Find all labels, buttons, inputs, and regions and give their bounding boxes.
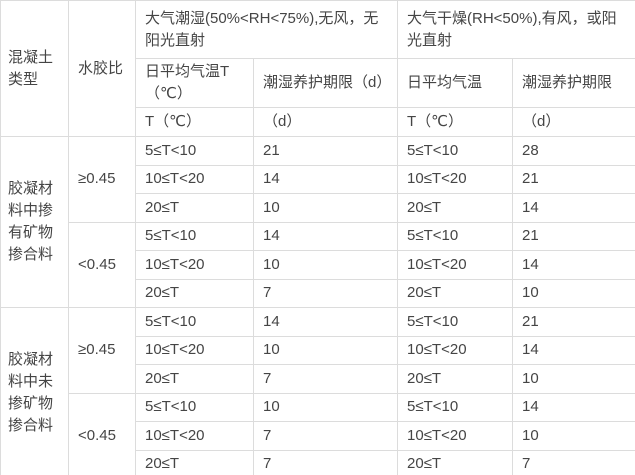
dry-days-cell: 14 xyxy=(512,392,635,422)
table-row: 胶凝材料中掺有矿物掺合料 ≥0.45 5≤T<10 21 5≤T<10 28 xyxy=(0,136,635,308)
dry-days-cell: 10 xyxy=(512,364,635,394)
dry-days-cell: 21 xyxy=(512,164,635,194)
header-row-conditions: 混凝土类型 水胶比 大气潮湿(50%<RH<75%),无风，无阳光直射 大气干燥… xyxy=(0,0,635,137)
temp-range-cell: 5≤T<10 xyxy=(135,392,254,422)
humid-days-cell: 21 xyxy=(252,136,399,166)
table-row: 10≤T<20 7 10≤T<20 10 xyxy=(1,421,635,451)
dry-days-cell: 21 xyxy=(512,221,635,251)
header-concrete-type: 混凝土类型 xyxy=(0,0,69,137)
humid-days-cell: 7 xyxy=(252,449,399,475)
humid-days-cell: 10 xyxy=(252,335,399,365)
dry-temp-range-cell: 5≤T<10 xyxy=(397,307,514,337)
humid-days-cell: 10 xyxy=(252,250,399,280)
dry-temp-range-cell: 5≤T<10 xyxy=(397,221,514,251)
temp-range-cell: 10≤T<20 xyxy=(135,164,254,194)
humid-days-cell: 7 xyxy=(252,278,399,308)
dry-days-cell: 10 xyxy=(512,421,635,451)
header-dry-period: 潮湿养护期限 xyxy=(512,58,635,108)
dry-temp-range-cell: 10≤T<20 xyxy=(397,421,514,451)
header-water-binder-ratio: 水胶比 xyxy=(68,0,136,137)
temp-range-cell: 20≤T xyxy=(135,449,254,475)
header-unit-period-dry: （d） xyxy=(512,107,635,137)
header-humid-temp: 日平均气温T（℃） xyxy=(135,58,254,108)
dry-temp-range-cell: 20≤T xyxy=(397,449,514,475)
dry-temp-range-cell: 5≤T<10 xyxy=(397,136,514,166)
temp-range-cell: 20≤T xyxy=(135,278,254,308)
type-cell: 胶凝材料中掺有矿物掺合料 xyxy=(0,136,69,308)
header-dry-condition: 大气干燥(RH<50%),有风，或阳光直射 xyxy=(397,0,635,59)
header-unit-temp-humid: T（℃） xyxy=(135,107,254,137)
dry-days-cell: 14 xyxy=(512,250,635,280)
temp-range-cell: 20≤T xyxy=(135,193,254,223)
ratio-cell: ≥0.45 xyxy=(68,307,136,394)
temp-range-cell: 5≤T<10 xyxy=(135,307,254,337)
ratio-cell: <0.45 xyxy=(68,221,136,308)
humid-days-cell: 7 xyxy=(252,364,399,394)
humid-days-cell: 14 xyxy=(252,221,399,251)
dry-temp-range-cell: 20≤T xyxy=(397,278,514,308)
temp-range-cell: 10≤T<20 xyxy=(135,250,254,280)
type-cell: 胶凝材料中未掺矿物掺合料 xyxy=(0,307,69,475)
dry-temp-range-cell: 20≤T xyxy=(397,364,514,394)
humid-days-cell: 14 xyxy=(252,164,399,194)
dry-days-cell: 7 xyxy=(512,449,635,475)
header-unit-period-humid: （d） xyxy=(252,107,399,137)
dry-temp-range-cell: 10≤T<20 xyxy=(397,164,514,194)
dry-days-cell: 21 xyxy=(512,307,635,337)
dry-days-cell: 14 xyxy=(512,335,635,365)
table-row: <0.45 5≤T<10 14 5≤T<10 21 xyxy=(1,221,635,308)
table-row: <0.45 5≤T<10 10 5≤T<10 14 xyxy=(1,392,635,475)
table-row: 20≤T 7 20≤T 7 xyxy=(1,449,635,475)
header-humid-period: 潮湿养护期限（d） xyxy=(252,58,399,108)
header-dry-temp: 日平均气温 xyxy=(397,58,514,108)
table-row: 20≤T 7 20≤T 10 xyxy=(1,278,635,308)
header-humid-condition: 大气潮湿(50%<RH<75%),无风，无阳光直射 xyxy=(134,0,399,59)
dry-temp-range-cell: 20≤T xyxy=(397,193,514,223)
humid-days-cell: 14 xyxy=(252,307,399,337)
header-unit-temp-dry: T（℃） xyxy=(397,107,514,137)
ratio-cell: <0.45 xyxy=(68,392,136,475)
temp-range-cell: 5≤T<10 xyxy=(135,221,254,251)
table-row: 10≤T<20 10 10≤T<20 14 xyxy=(1,250,635,280)
temp-range-cell: 10≤T<20 xyxy=(135,421,254,451)
temp-range-cell: 20≤T xyxy=(135,364,254,394)
temp-range-cell: 5≤T<10 xyxy=(135,136,254,166)
dry-days-cell: 14 xyxy=(512,193,635,223)
dry-days-cell: 10 xyxy=(512,278,635,308)
table-row: 胶凝材料中未掺矿物掺合料 ≥0.45 5≤T<10 14 5≤T<10 21 xyxy=(0,307,635,475)
dry-temp-range-cell: 10≤T<20 xyxy=(397,250,514,280)
table-row: 10≤T<20 10 10≤T<20 14 xyxy=(1,335,635,365)
header-row-subcolumns: 日平均气温T（℃） 潮湿养护期限（d） 日平均气温 潮湿养护期限 xyxy=(1,58,635,108)
humid-days-cell: 7 xyxy=(252,421,399,451)
temp-range-cell: 10≤T<20 xyxy=(135,335,254,365)
header-row-units: T（℃） （d） T（℃） （d） xyxy=(1,107,635,137)
dry-days-cell: 28 xyxy=(512,136,635,166)
humid-days-cell: 10 xyxy=(252,392,399,422)
humid-days-cell: 10 xyxy=(252,193,399,223)
dry-temp-range-cell: 5≤T<10 xyxy=(397,392,514,422)
dry-temp-range-cell: 10≤T<20 xyxy=(397,335,514,365)
ratio-cell: ≥0.45 xyxy=(68,136,136,223)
